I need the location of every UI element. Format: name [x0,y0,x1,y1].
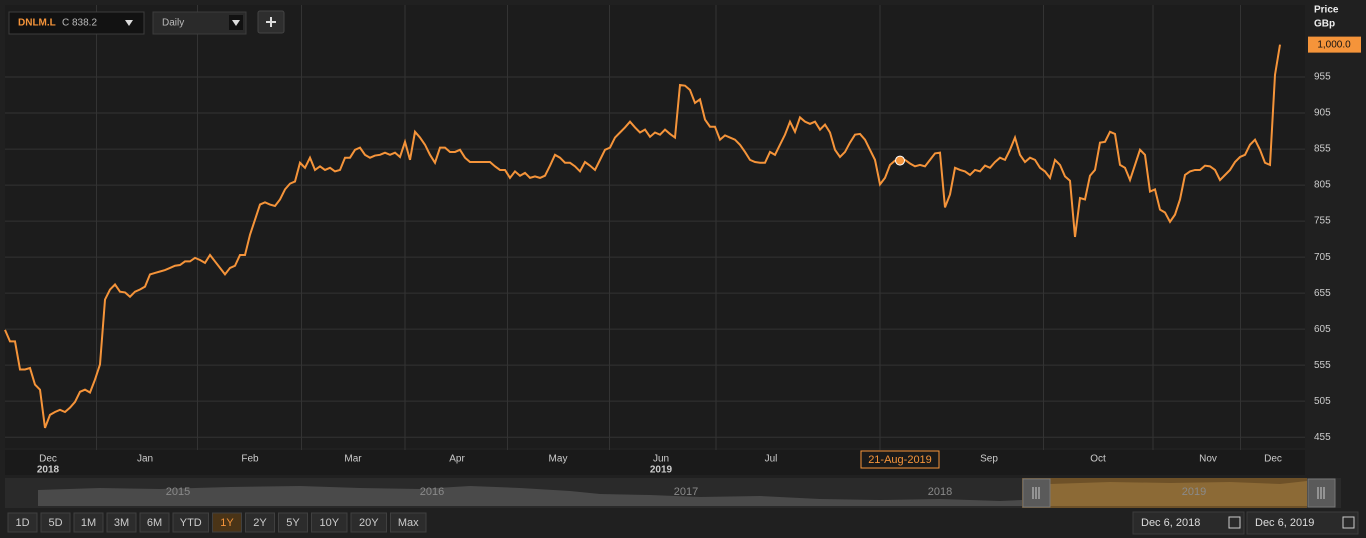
ric-box[interactable] [8,11,145,35]
y-tick-label: 655 [1314,288,1331,299]
x-tick-label: Jul [765,454,778,465]
ric: DNLM.L [18,18,56,29]
x-axis [5,450,1305,475]
navigator-year: 2019 [1182,486,1206,498]
handle-grip [1032,487,1325,499]
y-axis-label: Price [1314,5,1339,16]
range-button[interactable] [172,512,209,533]
start-date-box[interactable] [1132,511,1245,535]
navigator-year: 2015 [166,486,190,498]
range-button[interactable] [278,512,308,533]
end-date: Dec 6, 2019 [1255,517,1314,529]
grid [5,5,1305,474]
plot-area [5,5,1305,448]
dropdown-arrow [232,20,240,26]
crosshair-label-box [860,450,940,469]
x-tick-label: May [549,454,568,465]
x-tick-label: Apr [449,454,465,465]
navigator-years: 2015 2016 2017 2018 2019 [166,486,1206,498]
range-label: 3M [114,517,129,529]
range-button[interactable] [139,512,170,533]
plus-icon [266,17,276,27]
range-label: 10Y [319,517,339,529]
range-label: 6M [147,517,162,529]
crosshair-point [895,155,905,166]
range-label: 1M [81,517,96,529]
x-tick-label: Nov [1199,454,1217,465]
navigator-year: 2017 [674,486,698,498]
range-label: 5D [48,517,62,529]
y-tick-label: 705 [1314,252,1331,263]
range-label: 5Y [286,517,300,529]
x-year-label: 2018 [37,465,60,476]
range-label: Max [398,517,419,529]
x-tick-label: Dec [1264,454,1282,465]
range-label: 2Y [253,517,267,529]
end-date-box[interactable] [1246,511,1359,535]
navigator-year: 2018 [928,486,952,498]
range-button[interactable] [73,512,104,533]
y-tick-label: 855 [1314,144,1331,155]
y-tick-label: 455 [1314,432,1331,443]
y-axis-unit: GBp [1314,19,1335,30]
y-tick-label: 505 [1314,396,1331,407]
close-price: C 838.2 [62,18,97,29]
x-tick-label: Mar [344,454,362,465]
start-date: Dec 6, 2018 [1141,517,1200,529]
y-tick-label: 605 [1314,324,1331,335]
x-tick-label: Oct [1090,454,1106,465]
calendar-icon[interactable] [1228,516,1241,529]
x-tick-label: Feb [241,454,259,465]
x-tick-label: Sep [980,454,998,465]
range-label: 1D [15,517,29,529]
range-buttons: 1D 5D 1M 3M 6M YTD 1Y 2Y 5Y 10Y 20Y Max [7,512,427,533]
navigator-handle[interactable] [1307,478,1336,508]
y-tick-label: 805 [1314,180,1331,191]
y-tick-label: 555 [1314,360,1331,371]
navigator-year: 2016 [420,486,444,498]
range-button[interactable] [7,512,38,533]
y-tick-label: 955 [1314,72,1331,83]
y-tick-label: 905 [1314,108,1331,119]
range-button[interactable] [311,512,348,533]
range-button[interactable] [106,512,137,533]
last-value-label: 1,000.0 [1317,39,1351,50]
navigator-area [1050,481,1307,506]
crosshair-label: 21-Aug-2019 [868,454,932,466]
last-value-box [1308,36,1361,53]
x-tick-label: Dec [39,454,57,465]
range-button[interactable] [212,512,242,533]
range-label: 20Y [359,517,379,529]
range-label: YTD [180,517,202,529]
calendar-icon[interactable] [1342,516,1355,529]
interval-box[interactable] [152,11,247,35]
x-tick-label: Jan [137,454,153,465]
x-tick-label: Jun [653,454,669,465]
y-tick-label: 755 [1314,216,1331,227]
range-button[interactable] [350,512,387,533]
x-year-label: 2019 [650,465,673,476]
range-button[interactable] [40,512,71,533]
range-button[interactable] [390,512,427,533]
price-line [4,44,1281,429]
navigator-area [38,486,1022,506]
range-button[interactable] [245,512,275,533]
range-label: 1Y [220,517,234,529]
interval: Daily [162,18,184,29]
dropdown-arrow [125,20,133,26]
